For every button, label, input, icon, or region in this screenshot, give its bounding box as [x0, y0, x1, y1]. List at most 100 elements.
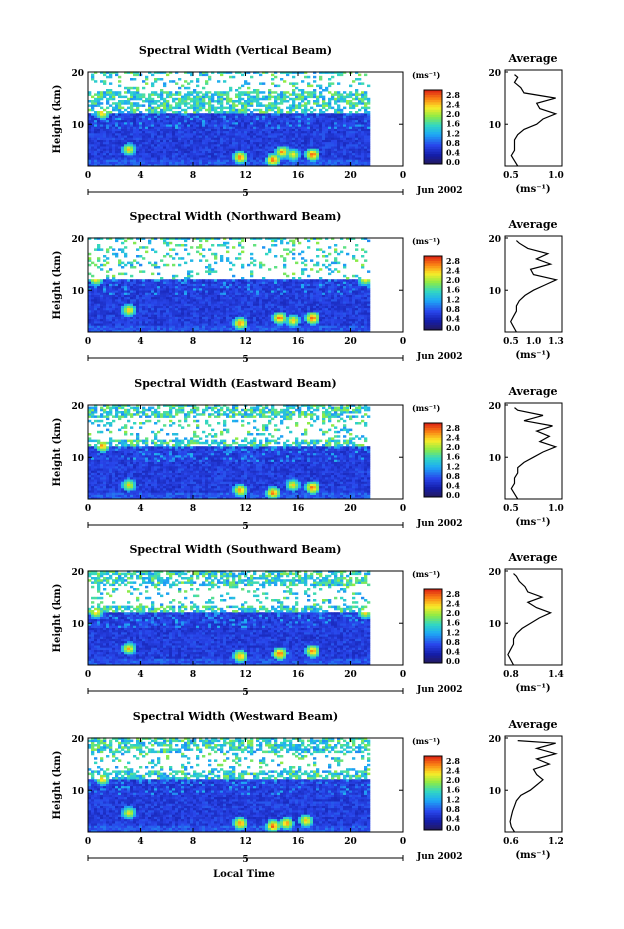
heatmap-cell [220, 119, 224, 123]
heatmap-cell [187, 95, 191, 99]
heatmap-cell [205, 321, 209, 324]
heatmap-cell [340, 115, 344, 118]
heatmap-cell [121, 95, 125, 99]
heatmap-cell [304, 126, 308, 129]
heatmap-cell [268, 95, 272, 99]
heatmap-cell [127, 159, 131, 162]
heatmap-cell [97, 281, 101, 284]
heatmap-cell [337, 95, 341, 99]
heatmap-cell [169, 150, 173, 154]
heatmap-cell [286, 73, 290, 77]
heatmap-cell [229, 329, 233, 333]
heatmap-cell [220, 281, 224, 284]
heatmap-cell [265, 133, 269, 136]
heatmap-cell [301, 89, 305, 92]
heatmap-cell [313, 152, 317, 156]
heatmap-cell [184, 299, 188, 302]
heatmap-cell [229, 237, 233, 240]
heatmap-cell [253, 159, 257, 162]
heatmap-cell [193, 128, 197, 132]
heatmap-cell [139, 325, 143, 328]
heatmap-cell [268, 299, 272, 302]
heatmap-cell [151, 157, 155, 160]
heatmap-cell [106, 296, 110, 300]
heatmap-cell [163, 310, 167, 313]
heatmap-cell [163, 111, 167, 114]
heatmap-cell [298, 117, 302, 121]
heatmap-cell [109, 290, 113, 293]
heatmap-cell [97, 97, 101, 101]
heatmap-cell [112, 274, 116, 278]
heatmap-cell [238, 241, 242, 245]
heatmap-cell [190, 307, 194, 311]
heatmap-cell [271, 244, 275, 247]
heatmap-cell [154, 130, 158, 134]
heatmap-cell [349, 146, 353, 149]
heatmap-cell [199, 144, 203, 147]
heatmap-cell [268, 301, 272, 304]
heatmap-cell [145, 318, 149, 322]
heatmap-cell [232, 288, 236, 291]
heatmap-cell [262, 130, 266, 134]
heatmap-cell [235, 104, 239, 107]
heatmap-cell [91, 327, 95, 331]
heatmap-cell [277, 144, 281, 147]
heatmap-cell [304, 159, 308, 162]
heatmap-cell [106, 102, 110, 105]
heatmap-cell [304, 128, 308, 132]
heatmap-cell [184, 310, 188, 313]
heatmap-cell [160, 71, 164, 74]
heatmap-cell [94, 325, 98, 328]
heatmap-cell [217, 314, 221, 317]
heatmap-cell [142, 128, 146, 132]
heatmap-cell [223, 124, 227, 127]
heatmap-cell [130, 237, 134, 240]
heatmap-cell [331, 117, 335, 121]
heatmap-cell [262, 113, 266, 116]
heatmap-cell [151, 294, 155, 298]
heatmap-cell [352, 148, 356, 151]
heatmap-cell [106, 89, 110, 92]
heatmap-cell [277, 155, 281, 158]
heatmap-cell [226, 128, 230, 132]
heatmap-cell [253, 279, 257, 282]
heatmap-cell [208, 279, 212, 282]
heatmap-cell [169, 71, 173, 74]
heatmap-cell [271, 82, 275, 85]
heatmap-cell [283, 161, 287, 165]
heatmap-cell [223, 312, 227, 315]
heatmap-cell [241, 102, 245, 105]
heatmap-cell [151, 106, 155, 110]
heatmap-cell [181, 307, 185, 311]
heatmap-cell [349, 159, 353, 162]
heatmap-cell [268, 296, 272, 300]
heatmap-cell [163, 157, 167, 160]
heatmap-cell [277, 84, 281, 88]
heatmap-cell [199, 292, 203, 295]
heatmap-cell [214, 329, 218, 333]
heatmap-cell [244, 296, 248, 300]
heatmap-cell [244, 159, 248, 162]
heatmap-cell [241, 133, 245, 136]
heatmap-cell [217, 279, 221, 282]
heatmap-cell [181, 139, 185, 143]
heatmap-cell [157, 115, 161, 118]
heatmap-cell [280, 307, 284, 311]
heatmap-cell [133, 281, 137, 284]
heatmap-cell [130, 146, 134, 149]
heatmap-cell [127, 135, 131, 138]
heatmap-cell [178, 141, 182, 145]
heatmap-cell [115, 144, 119, 147]
heatmap-cell [202, 303, 206, 306]
heatmap-cell [253, 285, 257, 289]
heatmap-cell [205, 239, 209, 243]
heatmap-cell [193, 301, 197, 304]
heatmap-cell [259, 152, 263, 156]
heatmap-cell [250, 323, 254, 326]
heatmap-cell [235, 108, 239, 112]
colorbar-swatch [424, 141, 442, 145]
heatmap-cell [151, 283, 155, 287]
heatmap-cell [232, 285, 236, 289]
heatmap-cell [223, 146, 227, 149]
heatmap-cell [169, 104, 173, 107]
